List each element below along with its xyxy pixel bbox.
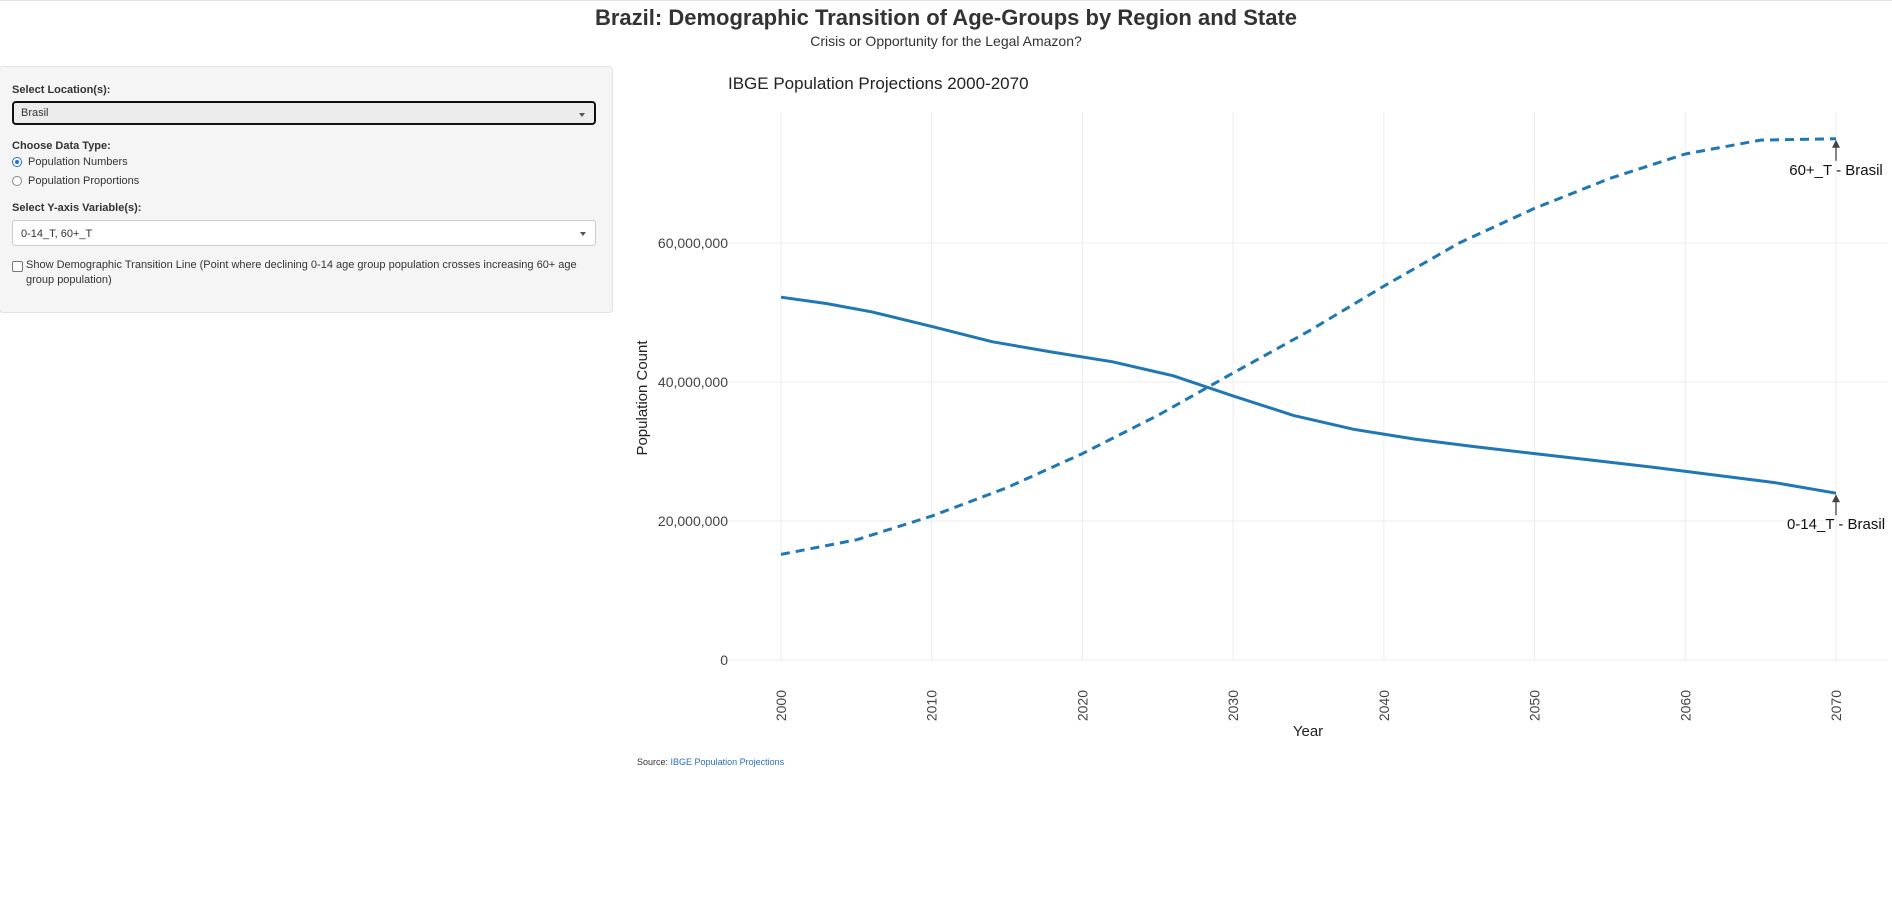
location-select[interactable]: Brasil <box>12 101 596 125</box>
yvar-select-value: 0-14_T, 60+_T <box>21 228 93 240</box>
radio-population-proportions[interactable]: Population Proportions <box>12 175 139 187</box>
y-tick-label: 40,000,000 <box>658 374 728 390</box>
x-tick-label: 2010 <box>924 690 940 721</box>
x-tick-label: 2070 <box>1828 690 1844 721</box>
top-divider <box>0 0 1892 1</box>
x-axis-ticks: 2000 2010 2020 2030 2040 2050 2060 2070 <box>773 690 1844 721</box>
y-axis-ticks: 0 20,000,000 40,000,000 60,000,000 <box>658 235 728 668</box>
x-tick-label: 2050 <box>1527 690 1543 721</box>
yvar-label: Select Y-axis Variable(s): <box>12 202 142 214</box>
radio-selected-icon <box>12 157 22 167</box>
location-select-value: Brasil <box>21 107 49 119</box>
source-note: Source: IBGE Population Projections <box>637 757 784 767</box>
annotation-arrowhead <box>1832 494 1840 503</box>
sidebar-panel: Select Location(s): Brasil Choose Data T… <box>0 66 613 313</box>
y-tick-label: 0 <box>720 652 728 668</box>
series-line-0-14 <box>780 295 1837 495</box>
chart-gridlines <box>720 112 1888 661</box>
data-type-label: Choose Data Type: <box>12 140 111 152</box>
x-tick-label: 2040 <box>1376 690 1392 721</box>
x-tick-label: 2000 <box>773 690 789 721</box>
x-tick-label: 2030 <box>1225 690 1241 721</box>
source-prefix: Source: <box>637 757 669 767</box>
location-label: Select Location(s): <box>12 84 111 96</box>
radio-population-numbers[interactable]: Population Numbers <box>12 156 128 168</box>
transition-line-label: Show Demographic Transition Line (Point … <box>26 259 577 286</box>
y-tick-label: 20,000,000 <box>658 513 728 529</box>
annotation-arrowhead <box>1832 139 1840 148</box>
transition-line-checkbox[interactable] <box>12 261 23 272</box>
radio-proportions-label: Population Proportions <box>28 175 140 187</box>
annotation-label: 60+_T - Brasil <box>1789 162 1883 179</box>
population-chart: IBGE Population Projections 2000-2070 0 2… <box>634 74 1888 740</box>
chevron-down-icon <box>580 232 586 236</box>
y-axis-title: Population Count <box>634 340 651 456</box>
chart-title: IBGE Population Projections 2000-2070 <box>728 74 1029 93</box>
y-tick-label: 60,000,000 <box>658 235 728 251</box>
x-axis-title: Year <box>1293 723 1323 740</box>
series-line-60plus <box>780 137 1837 556</box>
page-subtitle: Crisis or Opportunity for the Legal Amaz… <box>810 33 1082 49</box>
chevron-down-icon <box>579 113 585 117</box>
chart-series <box>780 137 1837 556</box>
chart-annotations: 0-14_T - Brasil 60+_T - Brasil <box>1787 139 1885 533</box>
x-tick-label: 2020 <box>1074 690 1090 721</box>
annotation-label: 0-14_T - Brasil <box>1787 516 1885 533</box>
radio-numbers-label: Population Numbers <box>28 156 128 168</box>
x-tick-label: 2060 <box>1677 690 1693 721</box>
yvar-select[interactable]: 0-14_T, 60+_T <box>12 220 596 246</box>
page-title: Brazil: Demographic Transition of Age-Gr… <box>594 5 1298 30</box>
source-link[interactable]: IBGE Population Projections <box>670 757 785 767</box>
radio-unselected-icon <box>12 176 22 186</box>
